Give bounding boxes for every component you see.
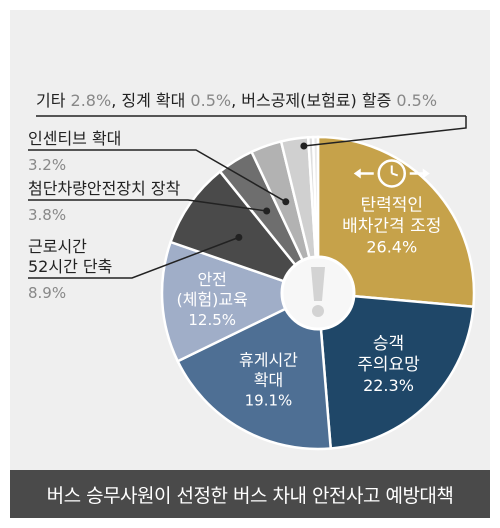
callout-leader-line: [28, 199, 267, 212]
callout-label: 근로시간: [28, 237, 87, 256]
top-callout-separator: ,: [231, 91, 241, 110]
top-callout-name: 버스공제(보험료) 할증: [241, 91, 396, 110]
caption-text: 버스 승무사원이 선정한 버스 차내 안전사고 예방대책: [46, 484, 454, 507]
callout-leaders: [28, 115, 467, 279]
callout-label: 52시간 단축: [28, 257, 112, 276]
pie-slice: [176, 291, 333, 451]
pie-slice: [168, 169, 322, 296]
callout-label: 인센티브 확대: [28, 129, 121, 148]
pie-slice: [316, 291, 475, 450]
pie-slice: [316, 135, 476, 309]
slice-label: 확대: [254, 370, 283, 389]
slice-label: (체험)교육: [177, 290, 248, 309]
top-callout-separator: ,: [111, 91, 121, 110]
clock-icon: [353, 159, 430, 188]
slice-label: 탄력적인: [360, 195, 423, 215]
callout-label: 첨단차량안전장치 장착: [28, 179, 181, 198]
top-callout-value: 0.5%: [396, 91, 437, 110]
callout-leader-line: [28, 149, 287, 203]
chart-card: 탄력적인 배차간격 조정 26.4% 승객 주의요망 22.3% 휴게시간 확대 19.1% 안전…: [10, 10, 490, 518]
slice-label: 휴게시간: [239, 350, 298, 369]
slice-label: 배차간격 조정: [342, 216, 441, 236]
callout-value-label: 3.8%: [28, 206, 66, 224]
top-callout-leader: [303, 116, 467, 147]
slice-value-label: 19.1%: [245, 391, 293, 409]
slice-value-label: 26.4%: [366, 237, 417, 256]
top-callout-value: 0.5%: [190, 91, 231, 110]
callout-dot: [282, 198, 290, 206]
slice-label: 안전: [197, 270, 226, 289]
slice-value-label: 12.5%: [188, 311, 236, 329]
slice-value-label: 22.3%: [363, 376, 414, 395]
pie-slice: [311, 135, 320, 294]
callout-value-label: 8.9%: [28, 284, 66, 302]
pie-slices: [160, 135, 476, 451]
callout-leader-line: [28, 236, 240, 279]
exclamation-icon: [311, 267, 325, 317]
callout-dot: [235, 233, 243, 241]
center-badge: [280, 255, 356, 331]
top-callout-value: 2.8%: [71, 91, 112, 110]
slice-label: 승객: [373, 334, 404, 354]
callout-dot: [300, 142, 308, 150]
top-callout-name: 징계 확대: [121, 91, 190, 110]
callout-dot: [263, 207, 271, 215]
pie-slice: [160, 240, 322, 363]
callout-value-label: 3.2%: [28, 156, 66, 174]
caption-bar: 버스 승무사원이 선정한 버스 차내 안전사고 예방대책: [10, 470, 490, 518]
top-callout-name: 기타: [36, 91, 71, 110]
top-callout-label: 기타 2.8%, 징계 확대 0.5%, 버스공제(보험료) 할증 0.5%: [36, 91, 437, 110]
slice-label: 주의요망: [357, 355, 420, 375]
